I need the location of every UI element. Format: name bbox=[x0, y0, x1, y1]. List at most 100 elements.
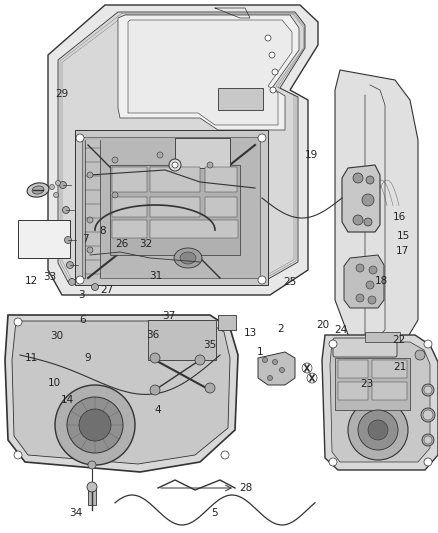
Polygon shape bbox=[5, 315, 238, 472]
Text: 23: 23 bbox=[360, 379, 374, 389]
Circle shape bbox=[157, 152, 163, 158]
Circle shape bbox=[265, 35, 271, 41]
Text: 31: 31 bbox=[149, 271, 162, 281]
Circle shape bbox=[87, 172, 93, 178]
Text: 20: 20 bbox=[317, 320, 330, 330]
Circle shape bbox=[112, 157, 118, 163]
Bar bbox=[218, 315, 236, 330]
Circle shape bbox=[55, 385, 135, 465]
Text: 9: 9 bbox=[84, 353, 91, 363]
Text: 22: 22 bbox=[392, 335, 405, 345]
Bar bbox=[205, 167, 237, 192]
Bar bbox=[110, 165, 240, 255]
Text: 19: 19 bbox=[304, 150, 318, 159]
Circle shape bbox=[195, 355, 205, 365]
Circle shape bbox=[348, 400, 408, 460]
Circle shape bbox=[356, 294, 364, 302]
Circle shape bbox=[366, 176, 374, 184]
Text: 36: 36 bbox=[146, 330, 159, 340]
Circle shape bbox=[150, 385, 160, 395]
Circle shape bbox=[262, 358, 268, 362]
Circle shape bbox=[415, 350, 425, 360]
Ellipse shape bbox=[174, 248, 202, 268]
Circle shape bbox=[221, 451, 229, 459]
Polygon shape bbox=[342, 165, 380, 232]
Circle shape bbox=[112, 192, 118, 198]
Circle shape bbox=[87, 482, 97, 492]
Bar bbox=[18, 220, 70, 258]
Bar bbox=[372, 382, 407, 400]
Polygon shape bbox=[258, 352, 295, 385]
Text: 37: 37 bbox=[162, 311, 175, 320]
Circle shape bbox=[353, 173, 363, 183]
Circle shape bbox=[270, 87, 276, 93]
Text: 10: 10 bbox=[48, 378, 61, 387]
Bar bbox=[205, 197, 237, 217]
Text: 26: 26 bbox=[115, 239, 128, 249]
Circle shape bbox=[68, 279, 75, 286]
Circle shape bbox=[424, 386, 432, 394]
FancyBboxPatch shape bbox=[333, 338, 397, 357]
Bar bbox=[150, 197, 200, 217]
Polygon shape bbox=[82, 137, 260, 278]
Text: 32: 32 bbox=[139, 239, 152, 249]
Circle shape bbox=[14, 318, 22, 326]
Polygon shape bbox=[118, 15, 299, 130]
Circle shape bbox=[56, 181, 60, 185]
Circle shape bbox=[63, 206, 70, 214]
Text: 27: 27 bbox=[100, 286, 113, 295]
Polygon shape bbox=[335, 70, 418, 350]
Text: 14: 14 bbox=[61, 395, 74, 405]
Circle shape bbox=[356, 264, 364, 272]
Circle shape bbox=[87, 247, 93, 253]
Text: 3: 3 bbox=[78, 290, 85, 300]
Circle shape bbox=[205, 383, 215, 393]
Text: 16: 16 bbox=[393, 213, 406, 222]
Polygon shape bbox=[128, 20, 292, 125]
Circle shape bbox=[269, 52, 275, 58]
Bar bbox=[335, 358, 410, 410]
Text: 11: 11 bbox=[25, 353, 38, 363]
Bar bbox=[112, 197, 147, 217]
Circle shape bbox=[14, 451, 22, 459]
Text: 35: 35 bbox=[203, 341, 216, 350]
Bar bbox=[218, 88, 263, 110]
Circle shape bbox=[76, 134, 84, 142]
Polygon shape bbox=[330, 342, 430, 462]
Circle shape bbox=[279, 367, 285, 373]
Circle shape bbox=[421, 408, 435, 422]
Bar bbox=[112, 167, 147, 192]
Polygon shape bbox=[48, 5, 318, 295]
Circle shape bbox=[53, 192, 59, 198]
Circle shape bbox=[207, 162, 213, 168]
Circle shape bbox=[329, 458, 337, 466]
Circle shape bbox=[67, 262, 74, 269]
Circle shape bbox=[67, 397, 123, 453]
Text: 7: 7 bbox=[82, 234, 89, 244]
Circle shape bbox=[424, 436, 432, 444]
Circle shape bbox=[150, 353, 160, 363]
Circle shape bbox=[64, 237, 71, 244]
Bar bbox=[365, 332, 400, 342]
Circle shape bbox=[272, 69, 278, 75]
Circle shape bbox=[422, 384, 434, 396]
Bar bbox=[175, 138, 230, 168]
Circle shape bbox=[364, 218, 372, 226]
Circle shape bbox=[221, 321, 229, 329]
Text: 17: 17 bbox=[396, 246, 409, 255]
Circle shape bbox=[353, 215, 363, 225]
Circle shape bbox=[268, 376, 272, 381]
Text: 8: 8 bbox=[99, 226, 106, 236]
Polygon shape bbox=[12, 321, 230, 464]
Polygon shape bbox=[75, 130, 268, 285]
Text: 13: 13 bbox=[244, 328, 257, 338]
Circle shape bbox=[358, 410, 398, 450]
Bar bbox=[150, 220, 238, 238]
Text: 2: 2 bbox=[277, 325, 284, 334]
Circle shape bbox=[92, 284, 99, 290]
Text: 24: 24 bbox=[334, 326, 347, 335]
Circle shape bbox=[60, 182, 67, 189]
Circle shape bbox=[87, 217, 93, 223]
Circle shape bbox=[76, 276, 84, 284]
Circle shape bbox=[366, 281, 374, 289]
